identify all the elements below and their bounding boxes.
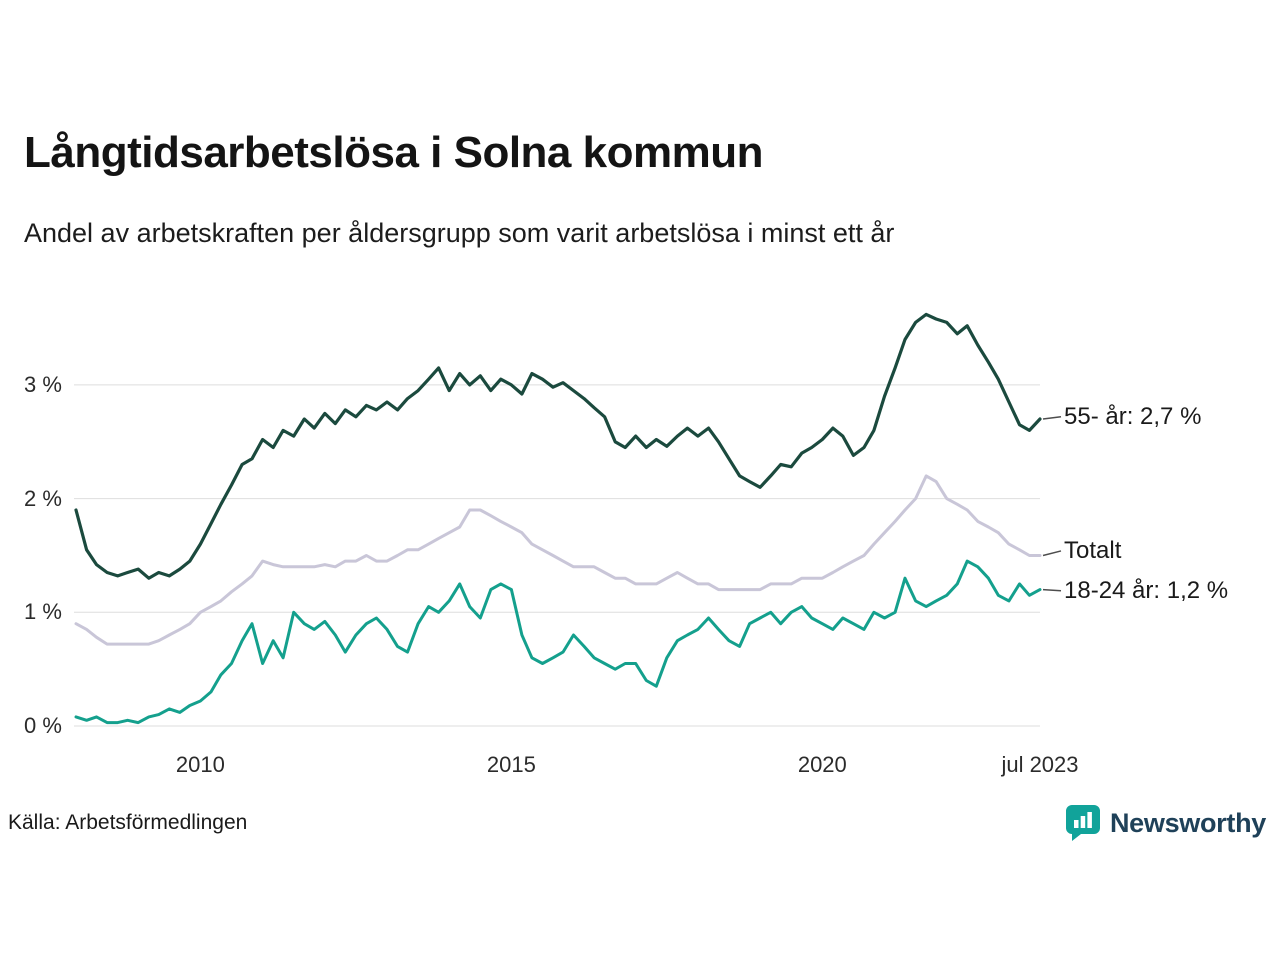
label-connector-55-ar: [1042, 416, 1062, 420]
bar-chart-bubble-icon: [1065, 804, 1101, 842]
label-connector-18-24-ar: [1042, 588, 1062, 592]
label-connector-totalt: [1042, 550, 1062, 557]
x-axis-label: 2010: [175, 752, 225, 777]
series-line-18-24-ar: [74, 559, 1042, 725]
source-note: Källa: Arbetsförmedlingen: [8, 811, 248, 834]
newsworthy-logo: Newsworthy: [1065, 804, 1266, 842]
series-line-55-ar: [74, 312, 1042, 580]
y-axis-label: 1 %: [24, 599, 62, 625]
y-axis-label: 0 %: [24, 713, 62, 738]
x-axis-label: 2020: [797, 752, 847, 777]
series-end-label-55-ar: 55- år: 2,7 %: [1064, 402, 1202, 430]
x-axis-label: jul 2023: [1001, 752, 1079, 777]
y-axis-label: 3 %: [24, 371, 62, 397]
x-axis-label: 2015: [486, 752, 536, 777]
series-end-label-totalt: Totalt: [1064, 536, 1122, 564]
chart-title: Långtidsarbetslösa i Solna kommun: [24, 128, 763, 177]
chart-subtitle: Andel av arbetskraften per åldersgrupp s…: [24, 218, 895, 248]
brand-name: Newsworthy: [1109, 807, 1266, 838]
series-line-totalt: [74, 474, 1042, 646]
y-axis-label: 2 %: [24, 485, 62, 511]
series-end-label-18-24-ar: 18-24 år: 1,2 %: [1064, 576, 1229, 604]
